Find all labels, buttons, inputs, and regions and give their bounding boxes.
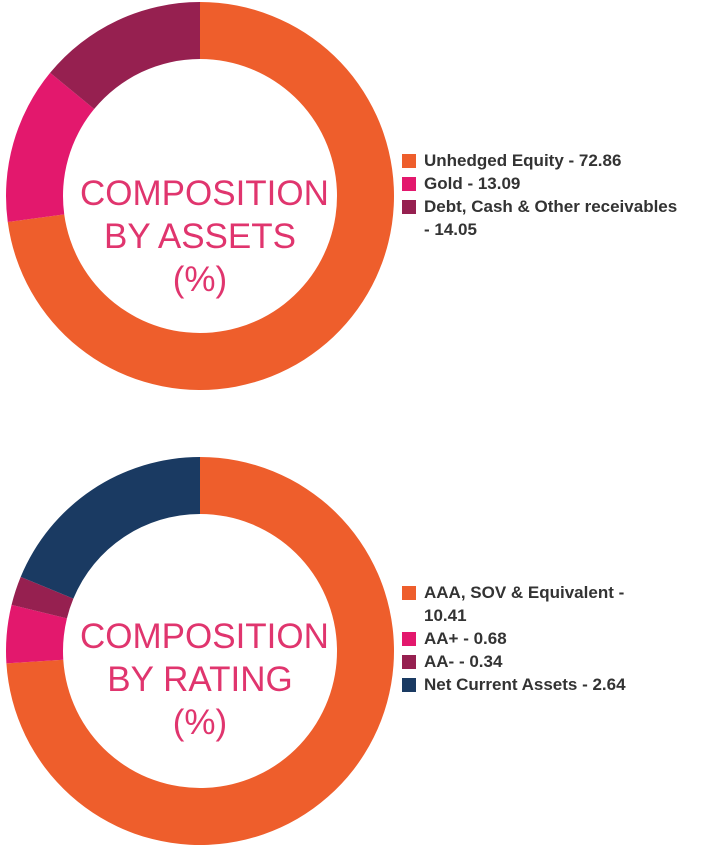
legend-item-aa-minus: AA- - 0.34: [402, 650, 702, 673]
rating-legend: AAA, SOV & Equivalent - 10.41 AA+ - 0.68…: [402, 581, 702, 696]
legend-label-line: AAA, SOV & Equivalent -: [424, 581, 702, 604]
legend-label-line: - 14.05: [424, 218, 702, 241]
legend-label: AA+ - 0.68: [424, 629, 507, 648]
legend-swatch: [402, 678, 416, 692]
rating-composition-chart: COMPOSITION BY RATING (%) AAA, SOV & Equ…: [0, 455, 707, 848]
legend-swatch: [402, 586, 416, 600]
legend-swatch: [402, 200, 416, 214]
rating-title-line: BY RATING: [80, 658, 320, 701]
donut-slice-4: [21, 457, 200, 599]
legend-swatch: [402, 632, 416, 646]
assets-legend: Unhedged Equity - 72.86 Gold - 13.09 Deb…: [402, 149, 702, 241]
legend-label: Unhedged Equity - 72.86: [424, 151, 621, 170]
legend-item-aaa-sov: AAA, SOV & Equivalent - 10.41: [402, 581, 702, 627]
rating-chart-title: COMPOSITION BY RATING (%): [80, 615, 320, 744]
legend-swatch: [402, 177, 416, 191]
legend-item-aa-plus: AA+ - 0.68: [402, 627, 702, 650]
assets-composition-chart: COMPOSITION BY ASSETS (%) Unhedged Equit…: [0, 0, 707, 400]
legend-item-net-current-assets: Net Current Assets - 2.64: [402, 673, 702, 696]
legend-label-line: 10.41: [424, 604, 702, 627]
rating-title-line: (%): [80, 701, 320, 744]
legend-item-unhedged-equity: Unhedged Equity - 72.86: [402, 149, 702, 172]
legend-swatch: [402, 655, 416, 669]
legend-item-debt-cash: Debt, Cash & Other receivables - 14.05: [402, 195, 702, 241]
legend-item-gold: Gold - 13.09: [402, 172, 702, 195]
rating-title-line: COMPOSITION: [80, 615, 320, 658]
assets-title-line: BY ASSETS: [80, 215, 320, 258]
assets-chart-title: COMPOSITION BY ASSETS (%): [80, 172, 320, 301]
assets-title-line: COMPOSITION: [80, 172, 320, 215]
legend-label-line: Debt, Cash & Other receivables: [424, 195, 702, 218]
legend-label: Gold - 13.09: [424, 174, 520, 193]
legend-label: Net Current Assets - 2.64: [424, 675, 626, 694]
legend-label: AA- - 0.34: [424, 652, 502, 671]
assets-title-line: (%): [80, 258, 320, 301]
legend-swatch: [402, 154, 416, 168]
